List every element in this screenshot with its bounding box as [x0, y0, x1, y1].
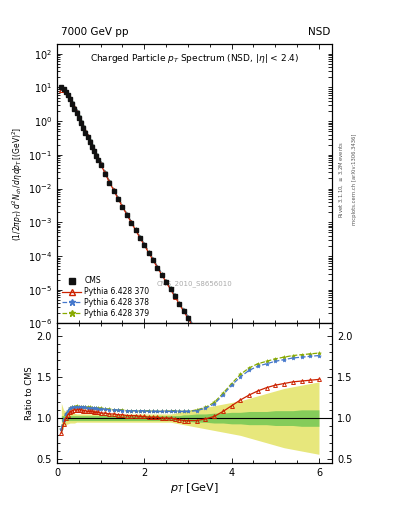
Text: Charged Particle $p_T$ Spectrum (NSD, $|\eta|$ < 2.4): Charged Particle $p_T$ Spectrum (NSD, $|…: [90, 52, 299, 65]
Legend: CMS, Pythia 6.428 370, Pythia 6.428 378, Pythia 6.428 379: CMS, Pythia 6.428 370, Pythia 6.428 378,…: [61, 275, 151, 319]
Y-axis label: Ratio to CMS: Ratio to CMS: [25, 367, 34, 420]
Text: CMS_2010_S8656010: CMS_2010_S8656010: [157, 280, 232, 287]
Text: NSD: NSD: [308, 27, 330, 37]
Text: Rivet 3.1.10, $\geq$ 3.2M events: Rivet 3.1.10, $\geq$ 3.2M events: [338, 141, 345, 218]
Y-axis label: $(1/2\pi p_T)\, d^2N_{ch}/d\eta\, dp_T\, [(\mathrm{GeV})^2]$: $(1/2\pi p_T)\, d^2N_{ch}/d\eta\, dp_T\,…: [11, 126, 25, 241]
Text: 7000 GeV pp: 7000 GeV pp: [61, 27, 129, 37]
Text: mcplots.cern.ch [arXiv:1306.3436]: mcplots.cern.ch [arXiv:1306.3436]: [352, 134, 357, 225]
X-axis label: $p_T$ [GeV]: $p_T$ [GeV]: [170, 481, 219, 495]
